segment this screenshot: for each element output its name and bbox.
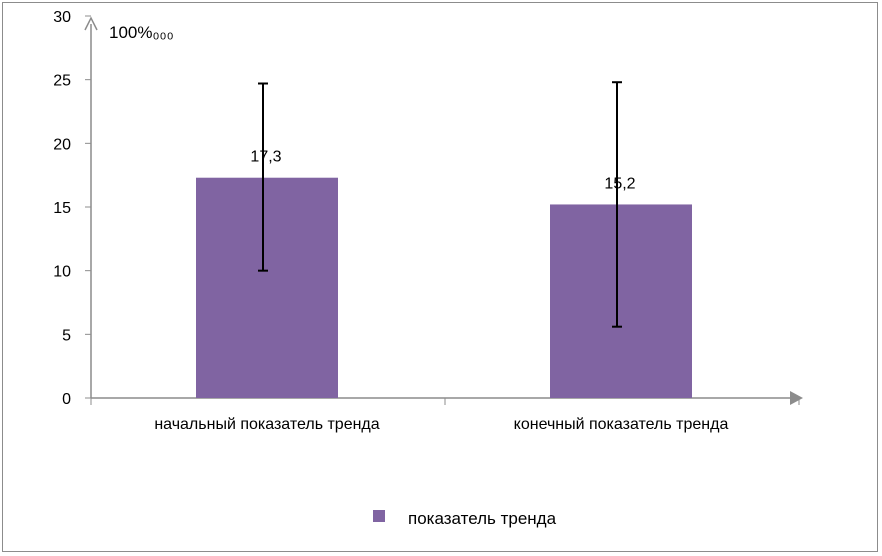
data-label: 15,2 xyxy=(604,175,635,192)
bar xyxy=(550,204,692,398)
data-label: 17,3 xyxy=(250,149,281,166)
y-tick-label: 25 xyxy=(53,73,71,90)
y-tick-label: 10 xyxy=(53,264,71,281)
y-axis-arrow xyxy=(84,16,98,31)
legend-label: показатель тренда xyxy=(408,509,557,528)
y-tick-label: 0 xyxy=(62,391,71,408)
y-axis-label: 100%₀₀₀ xyxy=(109,23,174,42)
y-tick-label: 15 xyxy=(53,200,71,217)
bar xyxy=(196,177,338,398)
legend-swatch xyxy=(373,510,385,522)
x-axis-arrow xyxy=(790,391,803,405)
x-category-label: начальный показатель тренда xyxy=(154,416,379,433)
x-category-label: конечный показатель тренда xyxy=(514,416,729,433)
y-tick-label: 20 xyxy=(53,136,71,153)
y-tick-label: 5 xyxy=(62,327,71,344)
y-tick-label: 30 xyxy=(53,9,71,26)
